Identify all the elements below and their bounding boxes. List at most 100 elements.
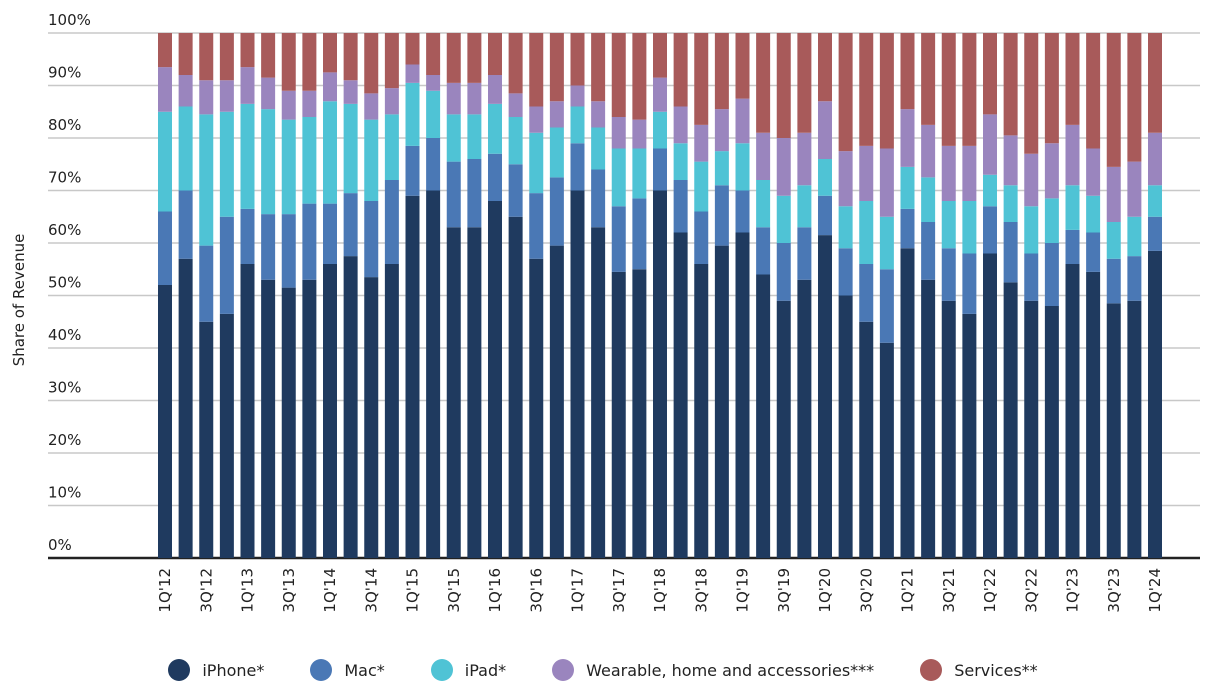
bar-segment [1086,33,1101,149]
bar-segment [508,93,523,117]
bar-segment [632,198,647,270]
bar-segment [405,145,420,196]
bar-segment [1086,271,1101,558]
bar-segment [1065,264,1080,558]
bar-segment [426,138,441,191]
bar-segment [384,180,399,264]
bar-segment [1127,216,1142,257]
bar-segment [1086,148,1101,196]
bar-segment [178,106,193,191]
bar-segment [1127,33,1142,162]
bar-segment [1106,258,1121,304]
bar-segment [178,258,193,558]
bar-segment [983,174,997,207]
bar-segment [281,90,296,120]
bar-segment [240,264,255,558]
bar-segment [488,153,502,201]
bar-segment [302,279,317,558]
bar-segment [446,114,461,162]
bar-segment [797,227,812,280]
x-tick-label: 1Q'22 [981,568,999,613]
bar-segment [900,166,915,209]
bar-segment [838,248,853,296]
bar-segment [1044,143,1059,199]
bar-segment [158,67,172,112]
bar-segment [158,285,172,558]
bar-segment [178,33,193,75]
bar-segment [488,75,502,104]
bar-segment [879,33,894,149]
bar-segment [570,85,585,107]
bar-segment [178,190,193,259]
bar-segment [694,124,709,162]
bar-segment [983,114,997,175]
bar-segment [426,90,441,138]
bar-segment [240,208,255,264]
bar-segment [302,203,317,280]
bar-segment [467,33,482,83]
bar-segment [467,159,482,228]
bar-segment [219,313,234,558]
y-tick-label: 40% [48,326,81,344]
bar-segment [1106,166,1121,222]
bar-segment [591,227,606,558]
bar-segment [343,33,358,81]
bar-segment [714,245,729,558]
bar-segment [426,190,441,558]
x-tick-label: 1Q'20 [816,568,834,613]
bar-segment [549,127,564,178]
bar-segment [158,211,172,285]
bar-segment [446,82,461,115]
y-tick-label: 30% [48,379,81,397]
bar-segment [549,245,564,558]
y-tick-label: 10% [48,484,81,502]
bar-segment [653,190,667,558]
bar-segment [1065,33,1080,125]
bar-segment [653,148,667,191]
bar-segment [323,72,337,102]
bar-segment [1086,232,1101,272]
bar-segment [158,111,172,212]
bar-segment [570,106,585,144]
bar-segment [900,208,915,249]
legend-item: iPad* [430,659,506,681]
bar-segment [611,117,626,149]
stacked-bar-chart: 0% 10% 20% 30% 40% 50% 60% 70% 80% 90% 100% 1Q'12 3… [10,11,1200,613]
bar-segment [261,109,276,215]
bar-segment [384,264,399,558]
bar-segment [384,33,399,89]
bar-segment [549,101,564,128]
bar-segment [962,145,977,201]
bar-segment [323,203,337,264]
bar-segment [508,33,523,94]
bar-segment [199,114,214,246]
bar-segment [446,161,461,228]
bar-segment [962,313,977,558]
bar-segment [900,248,915,558]
bar-segment [653,33,667,78]
bar-segment [797,132,812,186]
bar-segment [467,82,482,115]
bar-segment [756,33,771,133]
bar-segment [219,111,234,217]
bar-segment [797,33,812,133]
bar-segment [1003,33,1018,136]
x-axis-ticks: 1Q'12 3Q'12 1Q'13 3Q'13 1Q'14 3Q'14 1Q'15 3Q'15… [156,568,1164,613]
bar-segment [921,33,936,125]
bar-segment [529,132,544,194]
x-tick-label: 3Q'16 [527,568,545,613]
bar-segment [488,103,502,154]
bar-segment [673,232,688,558]
bar-segment [962,33,977,146]
bar-segment [756,132,771,180]
bar-segment [818,33,832,102]
bar-segment [900,109,915,167]
bar-segment [818,159,832,196]
bar-segment [735,143,750,191]
bar-segment [900,33,915,110]
bar-segment [632,148,647,199]
x-tick-label: 1Q'15 [404,568,422,613]
bar-segment [1024,300,1039,558]
bar-segment [735,190,750,233]
x-tick-label: 3Q'14 [362,568,380,613]
